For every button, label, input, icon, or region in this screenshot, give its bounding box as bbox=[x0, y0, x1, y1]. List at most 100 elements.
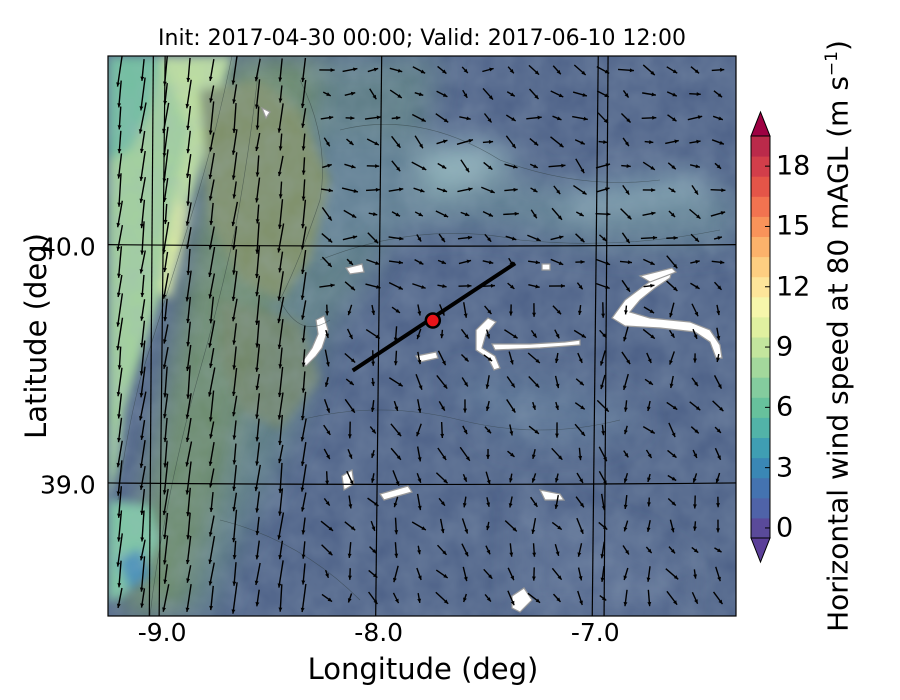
wind-arrow bbox=[392, 565, 399, 583]
colorbar-tick-label: 0 bbox=[776, 512, 794, 544]
wind-arrow bbox=[643, 306, 655, 314]
wind-arrow bbox=[278, 133, 283, 151]
wind-arrow bbox=[116, 56, 123, 87]
wind-arrow bbox=[301, 157, 306, 175]
wind-arrow bbox=[551, 207, 563, 221]
wind-arrow bbox=[715, 472, 721, 484]
wind-arrow bbox=[367, 232, 379, 244]
wind-arrow bbox=[435, 210, 449, 218]
wind-arrow bbox=[669, 302, 675, 318]
wind-arrow bbox=[669, 351, 675, 365]
wind-arrow bbox=[716, 519, 720, 533]
wind-arrow bbox=[508, 473, 513, 483]
wind-arrow bbox=[208, 179, 215, 201]
wind-arrow bbox=[345, 116, 355, 120]
wind-arrow bbox=[186, 512, 191, 540]
wind-arrow bbox=[254, 464, 261, 492]
wind-arrow bbox=[255, 373, 260, 391]
wind-arrow bbox=[394, 542, 399, 558]
wind-arrow bbox=[619, 260, 633, 265]
wind-arrow bbox=[416, 234, 422, 242]
wind-arrow bbox=[344, 91, 356, 96]
colorbar-segment bbox=[751, 316, 770, 338]
wind-arrow bbox=[185, 584, 192, 612]
wind-arrow bbox=[277, 223, 285, 253]
wind-arrow bbox=[527, 234, 541, 242]
wind-arrow bbox=[301, 541, 306, 559]
wind-arrow bbox=[484, 233, 492, 243]
colorbar-segment bbox=[751, 437, 770, 459]
wind-arrow bbox=[116, 246, 123, 278]
wind-arrow bbox=[162, 584, 170, 612]
wind-arrow bbox=[572, 91, 588, 97]
wind-arrow bbox=[301, 108, 307, 128]
wind-arrow bbox=[117, 560, 122, 588]
wind-arrow bbox=[209, 296, 215, 324]
wind-arrow bbox=[366, 258, 380, 266]
wind-arrow bbox=[345, 378, 355, 386]
wind-arrow bbox=[415, 374, 423, 390]
wind-arrow bbox=[186, 130, 191, 154]
wind-arrow bbox=[208, 246, 216, 278]
wind-arrow bbox=[254, 58, 261, 82]
wind-arrow bbox=[482, 87, 494, 101]
wind-arrow bbox=[116, 317, 124, 351]
wind-arrow bbox=[622, 373, 629, 391]
wind-arrow bbox=[140, 588, 146, 608]
wind-arrow bbox=[578, 447, 583, 461]
wind-arrow bbox=[370, 400, 375, 412]
wind-arrow bbox=[321, 233, 333, 243]
wind-arrow bbox=[507, 66, 515, 74]
wind-arrow bbox=[255, 132, 261, 152]
wind-arrow bbox=[504, 163, 518, 169]
wind-arrow bbox=[550, 235, 564, 241]
colorbar-tick-label: 3 bbox=[776, 452, 794, 484]
wind-arrow bbox=[322, 163, 332, 169]
wind-arrow bbox=[348, 495, 353, 509]
wind-arrow bbox=[461, 377, 469, 387]
wind-arrow bbox=[300, 464, 307, 492]
wind-arrow bbox=[528, 283, 540, 289]
wind-arrow bbox=[323, 448, 331, 460]
wind-arrow bbox=[460, 328, 470, 340]
colorbar-label: Horizontal wind speed at 80 mAGL (m s−1) bbox=[822, 40, 855, 632]
wind-arrow bbox=[507, 567, 515, 581]
wind-arrow bbox=[277, 318, 284, 350]
wind-arrow bbox=[414, 258, 424, 266]
wind-arrow bbox=[163, 203, 168, 225]
wind-arrow bbox=[301, 349, 306, 367]
wind-arrow bbox=[162, 512, 169, 540]
wind-arrow bbox=[527, 352, 541, 364]
wind-arrow bbox=[485, 545, 491, 555]
wind-arrow bbox=[368, 212, 378, 216]
wind-arrow bbox=[185, 202, 192, 226]
wind-arrow bbox=[572, 115, 588, 121]
wind-arrow bbox=[642, 211, 656, 216]
wind-arrow bbox=[371, 304, 376, 316]
wind-arrow bbox=[140, 59, 145, 81]
wind-arrow bbox=[669, 375, 674, 389]
wind-arrow bbox=[712, 115, 724, 121]
wind-arrow bbox=[278, 251, 284, 273]
wind-arrow bbox=[301, 57, 307, 83]
wind-arrow bbox=[483, 354, 493, 362]
wind-arrow bbox=[551, 447, 563, 461]
grid-parallel bbox=[108, 482, 736, 486]
wind-arrow bbox=[505, 135, 517, 149]
wind-arrow bbox=[185, 154, 192, 178]
wind-arrow bbox=[624, 305, 628, 315]
wind-arrow bbox=[209, 202, 214, 226]
wind-arrow bbox=[575, 378, 585, 386]
wind-arrow bbox=[714, 547, 722, 553]
wind-arrow bbox=[548, 284, 566, 288]
wind-arrow bbox=[642, 64, 656, 76]
wind-arrow bbox=[139, 539, 146, 561]
wind-arrow bbox=[600, 566, 605, 582]
wind-arrow bbox=[620, 208, 632, 220]
wind-arrow bbox=[532, 543, 537, 557]
wind-arrow bbox=[139, 556, 146, 592]
wind-arrow bbox=[532, 303, 536, 317]
wind-arrow bbox=[231, 152, 238, 180]
wind-arrow bbox=[324, 376, 329, 388]
wind-arrow bbox=[140, 274, 145, 298]
